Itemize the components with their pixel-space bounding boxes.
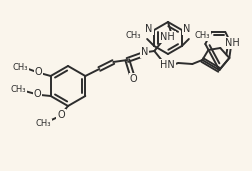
Text: O: O — [34, 89, 42, 99]
Text: NH: NH — [160, 32, 175, 42]
Text: O: O — [35, 67, 43, 77]
Text: O: O — [57, 110, 65, 120]
Text: CH₃: CH₃ — [35, 120, 51, 128]
Text: CH₃: CH₃ — [11, 86, 26, 95]
Text: CH₃: CH₃ — [13, 62, 28, 71]
Text: NH: NH — [225, 38, 240, 48]
Text: O: O — [130, 74, 137, 84]
Text: N: N — [145, 24, 153, 34]
Text: N: N — [183, 24, 191, 34]
Text: CH₃: CH₃ — [126, 31, 141, 41]
Text: N: N — [141, 47, 148, 57]
Text: HN: HN — [160, 60, 175, 70]
Text: CH₃: CH₃ — [195, 31, 210, 41]
